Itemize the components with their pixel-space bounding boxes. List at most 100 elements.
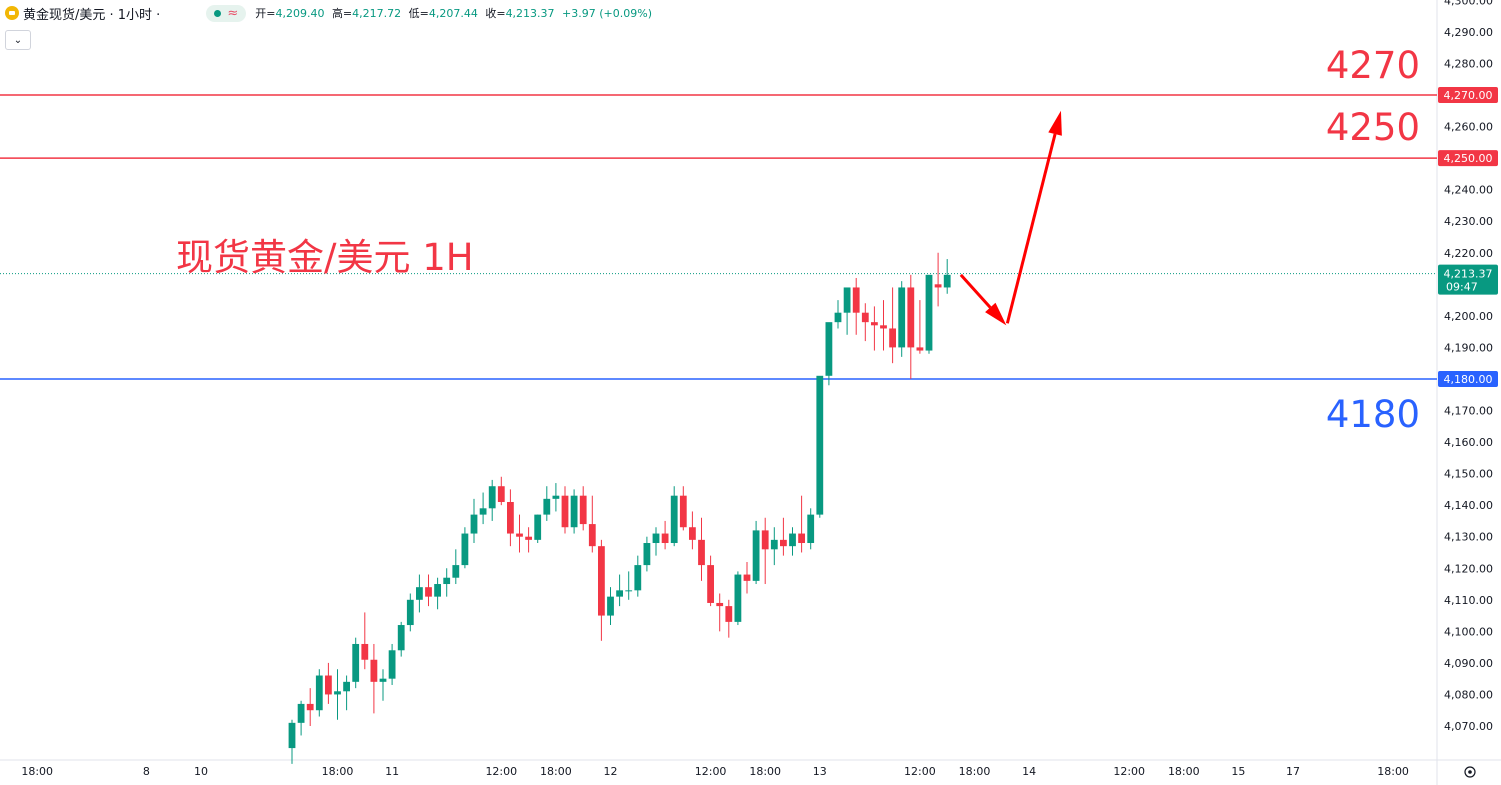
candle — [352, 637, 360, 689]
candle — [534, 514, 542, 544]
candle — [288, 719, 296, 764]
candle-body — [497, 486, 505, 502]
candle-body — [698, 539, 705, 566]
candle-body — [452, 565, 460, 578]
x-tick-label: 18:00 — [959, 765, 991, 778]
arrow-shaft — [959, 273, 992, 309]
level-annotation-4250: 4250 — [1326, 106, 1420, 149]
candle — [397, 621, 405, 657]
candle — [570, 489, 578, 534]
level-annotation-4180: 4180 — [1326, 393, 1420, 436]
candle-body — [816, 375, 824, 515]
ohlc-readout: 开=4,209.40 高=4,217.72 低=4,207.44 收=4,213… — [255, 5, 656, 21]
level-tag-4180 — [1438, 370, 1498, 387]
candle — [334, 669, 341, 720]
y-tick-label: 4,130.00 — [1444, 531, 1493, 544]
candle-body — [425, 587, 432, 597]
gold-coin-icon — [5, 6, 19, 20]
change-value: +3.97 (+0.09%) — [562, 7, 652, 20]
y-tick-label: 4,200.00 — [1444, 310, 1493, 323]
candle-body — [552, 495, 560, 499]
candle — [470, 498, 478, 544]
candle-body — [516, 533, 523, 537]
candle — [770, 527, 778, 566]
candle — [588, 495, 596, 553]
symbol-title[interactable]: 黄金现货/美元 · 1小时 · — [23, 7, 161, 23]
candle — [871, 306, 878, 351]
candle — [661, 520, 669, 550]
candle — [525, 527, 532, 553]
candle-body — [852, 287, 860, 313]
market-status-pill[interactable]: ≈ — [206, 4, 247, 22]
candle-body — [434, 584, 441, 597]
x-tick-label: 11 — [385, 765, 399, 778]
candle — [880, 300, 887, 351]
last-price-countdown: 09:47 — [1446, 281, 1478, 294]
last-price-tag-value: 4,213.37 — [1444, 268, 1493, 281]
candle-body — [334, 691, 341, 695]
approx-icon: ≈ — [227, 5, 239, 21]
gear-icon[interactable] — [1464, 766, 1476, 778]
candle — [752, 520, 760, 585]
x-tick-label: 15 — [1231, 765, 1245, 778]
candle-body — [406, 599, 414, 626]
candle — [670, 486, 678, 547]
candle — [743, 561, 751, 594]
candle-body — [761, 530, 769, 550]
x-tick-label: 18:00 — [540, 765, 572, 778]
candle-body — [871, 322, 878, 326]
candle — [598, 539, 605, 641]
x-tick-label: 12 — [604, 765, 618, 778]
candle — [543, 486, 551, 521]
candle-body — [679, 495, 687, 528]
y-tick-label: 4,100.00 — [1444, 625, 1493, 638]
x-tick-label: 18:00 — [21, 765, 53, 778]
candle — [561, 486, 569, 534]
candle-body — [716, 602, 724, 607]
candle-body — [343, 681, 350, 692]
candle-body — [925, 274, 933, 351]
candle-body — [907, 287, 915, 348]
candle — [852, 277, 860, 335]
candle — [816, 375, 824, 518]
candle — [916, 300, 924, 354]
candle — [343, 675, 350, 711]
candle — [634, 555, 642, 597]
candle — [461, 527, 469, 569]
x-tick-label: 14 — [1022, 765, 1036, 778]
candle-body — [861, 312, 869, 323]
candle-body — [297, 703, 305, 723]
candle-body — [780, 539, 787, 547]
level-tag-4250 — [1438, 150, 1498, 167]
candle-body — [543, 498, 551, 515]
chevron-down-icon[interactable]: ⌄ — [5, 30, 31, 50]
candle — [898, 281, 906, 357]
candle — [552, 483, 560, 512]
y-tick-label: 4,070.00 — [1444, 720, 1493, 733]
candle — [443, 568, 451, 597]
candle — [761, 517, 769, 585]
candle — [807, 508, 815, 550]
candle-body — [607, 596, 614, 616]
candle-body — [461, 533, 469, 566]
candle-body — [388, 650, 396, 679]
y-tick-label: 4,140.00 — [1444, 499, 1493, 512]
candle — [889, 287, 896, 364]
candle — [843, 287, 851, 335]
candle-body — [479, 508, 487, 515]
x-tick-label: 18:00 — [1377, 765, 1409, 778]
open-label: 开= — [255, 7, 276, 20]
candle-body — [898, 287, 906, 348]
candle-body — [397, 625, 405, 651]
candle — [625, 571, 633, 600]
candle — [725, 599, 733, 638]
candle-body — [588, 524, 596, 547]
candle — [579, 486, 587, 531]
candle-body — [798, 533, 805, 544]
y-tick-label: 4,240.00 — [1444, 184, 1493, 197]
candle-body — [916, 347, 924, 351]
candle-body — [470, 514, 478, 534]
candle-body — [525, 536, 532, 540]
candle-body — [598, 546, 605, 616]
